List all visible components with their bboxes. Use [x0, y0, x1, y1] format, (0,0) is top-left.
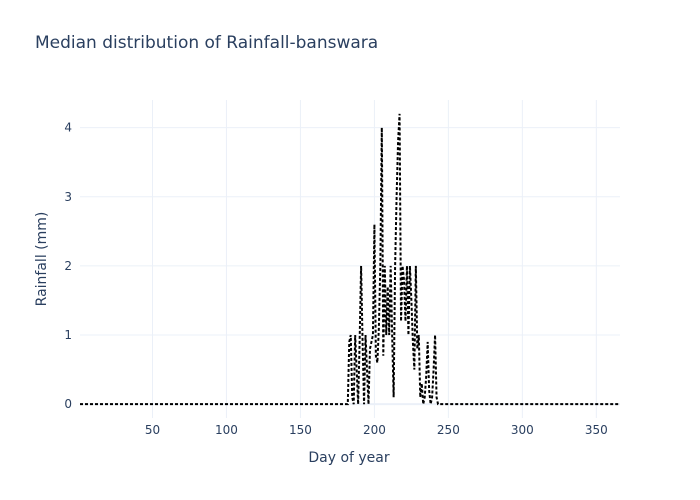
- y-tick-label: 1: [64, 328, 72, 342]
- x-tick-label: 150: [289, 423, 312, 437]
- x-tick-label: 250: [437, 423, 460, 437]
- y-tick-label: 4: [64, 121, 72, 135]
- x-tick-label: 50: [145, 423, 160, 437]
- y-tick-label: 2: [64, 259, 72, 273]
- y-tick-label: 0: [64, 397, 72, 411]
- x-tick-label: 100: [215, 423, 238, 437]
- x-axis-ticks: 50 100 150 200 250 300 350: [145, 423, 608, 437]
- x-axis-title: Day of year: [308, 450, 390, 466]
- series-line-rainfall: [80, 113, 620, 406]
- x-tick-label: 300: [511, 423, 534, 437]
- y-tick-label: 3: [64, 190, 72, 204]
- chart-title: Median distribution of Rainfall-banswara: [35, 33, 379, 53]
- grid: [80, 100, 620, 418]
- series-layer: [80, 113, 620, 406]
- x-tick-label: 350: [585, 423, 608, 437]
- x-tick-label: 200: [363, 423, 386, 437]
- y-axis-title: Rainfall (mm): [34, 212, 50, 307]
- y-axis-ticks: 0 1 2 3 4: [64, 121, 72, 412]
